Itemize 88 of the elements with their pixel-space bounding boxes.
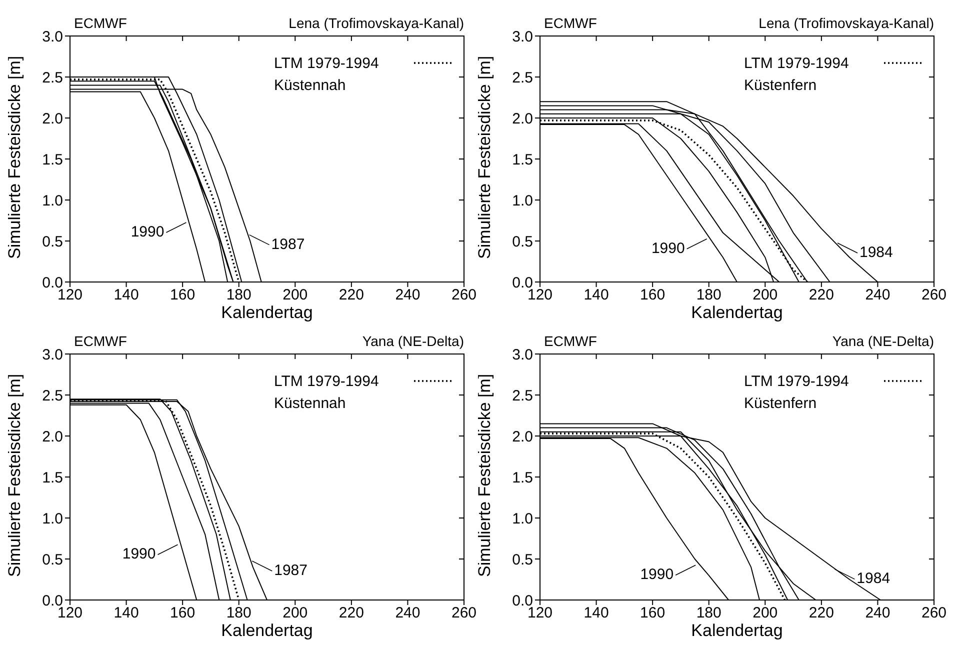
x-tick-label: 200 [282, 286, 308, 304]
x-axis-title: Kalendertag [221, 303, 313, 322]
y-tick-label: 2.5 [42, 387, 63, 404]
x-tick-label: 180 [226, 604, 252, 622]
x-tick-label: 220 [808, 604, 834, 622]
chart-title: ECMWF [544, 333, 597, 349]
y-tick-label: 3.0 [512, 346, 533, 364]
x-tick-label: 160 [170, 604, 196, 622]
x-tick-label: 120 [527, 286, 553, 304]
x-tick-label: 180 [696, 286, 722, 304]
y-tick-label: 1.0 [512, 192, 533, 210]
x-axis-title: Kalendertag [691, 621, 783, 640]
annotation: 1984 [860, 244, 893, 261]
annotation: 1987 [271, 236, 305, 253]
y-tick-label: 2.5 [512, 69, 533, 86]
x-tick-label: 260 [921, 286, 947, 304]
y-tick-label: 3.0 [512, 28, 533, 46]
y-tick-label: 2.0 [42, 110, 63, 128]
y-axis-title: Simulierte Festeisdicke [m] [475, 56, 494, 259]
y-tick-label: 2.0 [512, 428, 533, 446]
y-tick-label: 2.0 [512, 110, 533, 128]
annotation: 1984 [856, 570, 890, 588]
y-tick-label: 2.5 [512, 387, 533, 404]
annotation: Küstennah [274, 77, 346, 94]
legend-label: LTM 1979-1994 [274, 55, 379, 72]
y-axis-title: Simulierte Festeisdicke [m] [5, 56, 24, 259]
x-tick-label: 200 [282, 604, 308, 622]
y-tick-label: 1.5 [42, 469, 63, 486]
x-tick-label: 160 [640, 286, 666, 304]
y-tick-label: 2.0 [42, 428, 63, 446]
x-tick-label: 240 [865, 286, 890, 304]
y-tick-label: 1.5 [512, 151, 533, 168]
x-tick-label: 160 [640, 604, 666, 622]
annotation: 1987 [274, 562, 308, 579]
x-axis-title: Kalendertag [691, 303, 783, 322]
y-tick-label: 0.5 [512, 551, 533, 568]
legend-label: LTM 1979-1994 [744, 55, 849, 72]
x-tick-label: 180 [696, 604, 722, 622]
annotation: Küstenfern [744, 77, 817, 94]
x-tick-label: 200 [752, 604, 778, 622]
x-tick-label: 220 [338, 604, 364, 622]
x-tick-label: 240 [865, 604, 890, 622]
y-tick-label: 1.0 [42, 192, 63, 210]
x-tick-label: 240 [395, 286, 420, 304]
y-tick-label: 1.0 [42, 510, 63, 528]
y-tick-label: 1.5 [42, 151, 63, 168]
chart-title: ECMWF [544, 15, 597, 31]
y-axis-title: Simulierte Festeisdicke [m] [475, 374, 494, 577]
x-tick-label: 180 [226, 286, 252, 304]
y-axis-title: Simulierte Festeisdicke [m] [5, 374, 24, 577]
y-tick-label: 0.5 [42, 233, 63, 250]
chart-subtitle: Yana (NE-Delta) [832, 333, 934, 349]
x-tick-label: 260 [451, 604, 477, 622]
x-tick-label: 140 [114, 604, 139, 622]
chart-subtitle: Yana (NE-Delta) [362, 333, 464, 349]
x-tick-label: 140 [584, 286, 609, 304]
x-tick-label: 120 [527, 604, 553, 622]
x-tick-label: 120 [57, 286, 83, 304]
y-tick-label: 0.5 [512, 233, 533, 250]
annotation: 1990 [122, 546, 156, 563]
legend-label: LTM 1979-1994 [744, 373, 849, 390]
y-tick-label: 3.0 [42, 28, 63, 46]
y-tick-label: 2.5 [42, 69, 63, 86]
chart-subtitle: Lena (Trofimovskaya-Kanal) [758, 15, 934, 31]
y-tick-label: 3.0 [42, 346, 63, 364]
x-tick-label: 140 [114, 286, 139, 304]
annotation: 1990 [130, 224, 164, 240]
annotation: Küstenfern [744, 395, 817, 412]
annotation: Küstennah [274, 395, 346, 412]
x-tick-label: 140 [584, 604, 609, 622]
x-tick-label: 220 [338, 286, 364, 304]
chart-subtitle: Lena (Trofimovskaya-Kanal) [288, 15, 464, 31]
annotation: 1990 [651, 240, 685, 257]
x-tick-label: 200 [752, 286, 778, 304]
x-axis-title: Kalendertag [221, 621, 313, 640]
x-tick-label: 220 [808, 286, 834, 304]
x-tick-label: 260 [921, 604, 947, 622]
x-tick-label: 240 [395, 604, 420, 622]
annotation: 1990 [640, 566, 674, 584]
legend-label: LTM 1979-1994 [274, 373, 379, 390]
chart-title: ECMWF [74, 333, 127, 349]
y-tick-label: 0.5 [42, 551, 63, 568]
chart-title: ECMWF [74, 15, 127, 31]
x-tick-label: 260 [451, 286, 477, 304]
x-tick-label: 120 [57, 604, 83, 622]
x-tick-label: 160 [170, 286, 196, 304]
y-tick-label: 1.5 [512, 469, 533, 486]
y-tick-label: 1.0 [512, 510, 533, 528]
